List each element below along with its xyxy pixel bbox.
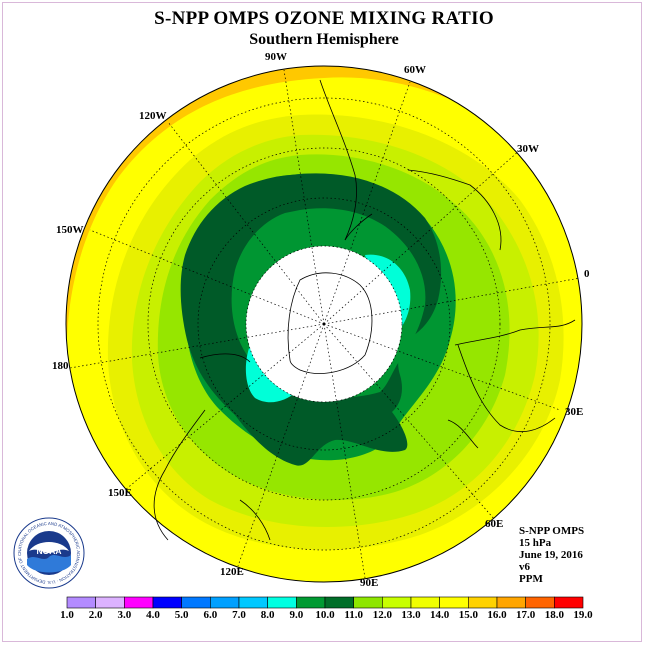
colorbar-tick-label: 15.0 [458,609,478,621]
colorbar-tick-label: 9.0 [289,609,304,621]
colorbar-tick-label: 13.0 [401,609,421,621]
colorbar-swatch [296,596,326,609]
colorbar-swatch [66,596,96,609]
lon-label-120e: 120E [220,566,244,578]
colorbar-swatch [267,596,297,609]
colorbar-swatch [324,596,354,609]
info-date: June 19, 2016 [519,549,583,561]
colorbar-swatch [95,596,125,609]
colorbar-swatch [353,596,383,609]
colorbar-tick-label: 10.0 [315,609,335,621]
colorbar-tick-label: 19.0 [573,609,593,621]
colorbar-tick-label: 2.0 [88,609,103,621]
lon-label-0: 0 [584,268,590,280]
lon-label-30e: 30E [565,406,584,418]
colorbar-swatch [410,596,440,609]
colorbar-tick-label: 14.0 [430,609,450,621]
colorbar-tick-label: 17.0 [516,609,536,621]
colorbar-tick-label: 11.0 [344,609,363,621]
noaa-logo: NATIONAL OCEANIC AND ATMOSPHERIC ADMINIS… [13,517,85,589]
lon-label-60w: 60W [404,64,426,76]
colorbar-tick-label: 5.0 [174,609,189,621]
colorbar-tick-label: 18.0 [544,609,564,621]
colorbar-swatch [210,596,240,609]
info-level: 15 hPa [519,537,552,549]
colorbar-swatch [554,596,584,609]
info-units: PPM [519,573,543,585]
colorbar-swatch [152,596,182,609]
colorbar-swatch [468,596,498,609]
colorbar-swatch [496,596,526,609]
colorbar-tick-label: 1.0 [60,609,74,621]
lon-label-60e: 60E [485,518,504,530]
lon-label-90e: 90E [360,577,379,589]
coastlines [153,79,576,541]
colorbar-tick-label: 6.0 [203,609,218,621]
map-subtitle: Southern Hemisphere [249,31,399,48]
colorbar-tick-label: 7.0 [232,609,246,621]
colorbar-swatch [525,596,555,609]
colorbar-swatch [124,596,154,609]
lon-label-30w: 30W [517,143,539,155]
colorbar-tick-label: 8.0 [260,609,275,621]
info-instrument: S-NPP OMPS [519,525,585,537]
info-version: v6 [519,561,530,573]
lon-label-90w: 90W [265,51,287,63]
lon-label-150w: 150W [56,224,84,236]
colorbar-tick-label: 4.0 [146,609,160,621]
lon-label-120w: 120W [139,110,167,122]
map-border [65,65,583,583]
colorbar-swatch [238,596,268,609]
colorbar-swatch [439,596,469,609]
colorbar-tick-label: 16.0 [487,609,507,621]
graticule [69,69,581,579]
product-info: S-NPP OMPS 15 hPa June 19, 2016 v6 PPM [519,525,584,585]
image-frame [2,2,642,642]
colorbar-tick-label: 12.0 [372,609,392,621]
south-pole-marker [322,322,326,326]
lon-label-150e: 150E [108,487,132,499]
logo-text: NOAA [36,546,61,556]
colorbar-swatch [382,596,412,609]
map-title: S-NPP OMPS OZONE MIXING RATIO [154,8,494,29]
colorbar-swatch [181,596,211,609]
colorbar-tick-label: 3.0 [117,609,132,621]
lon-label-180: 180 [52,360,69,372]
